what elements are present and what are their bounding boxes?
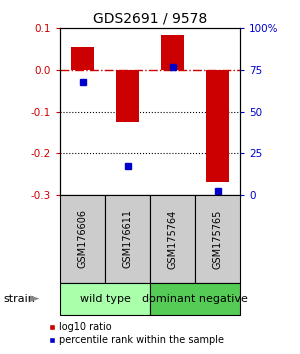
Text: strain: strain [3, 294, 35, 304]
Bar [195, 195, 240, 283]
Bar [60, 195, 105, 283]
Bar [161, 35, 184, 70]
Text: GSM176606: GSM176606 [77, 210, 88, 268]
Title: GDS2691 / 9578: GDS2691 / 9578 [93, 12, 207, 26]
Bar [71, 47, 94, 70]
Bar [60, 283, 150, 315]
Bar [206, 70, 229, 182]
Bar [105, 195, 150, 283]
Bar [150, 195, 195, 283]
Text: dominant negative: dominant negative [142, 294, 248, 304]
Text: ►: ► [30, 293, 39, 306]
Text: GSM176611: GSM176611 [122, 210, 133, 268]
Bar [116, 70, 139, 122]
Text: GSM175765: GSM175765 [212, 209, 223, 269]
Text: GSM175764: GSM175764 [167, 209, 178, 269]
Legend: log10 ratio, percentile rank within the sample: log10 ratio, percentile rank within the … [44, 319, 228, 349]
Bar [150, 283, 240, 315]
Text: wild type: wild type [80, 294, 130, 304]
